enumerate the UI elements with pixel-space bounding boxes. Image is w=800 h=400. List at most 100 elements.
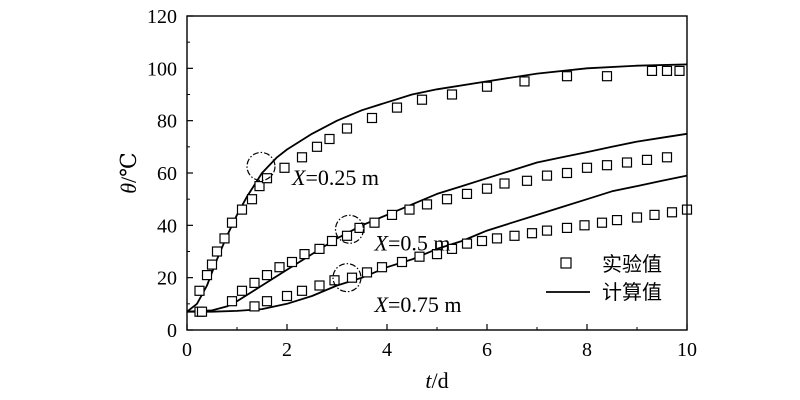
experimental-point-3 <box>461 238 473 249</box>
y-axis-var: θ <box>116 183 141 194</box>
experimental-point-3 <box>526 228 538 239</box>
experimental-point-2 <box>369 217 380 228</box>
experimental-point-2 <box>286 256 298 268</box>
calculated-line-2 <box>186 132 688 313</box>
annotation-value: =0.5 m <box>388 231 451 256</box>
y-tick-label: 20 <box>157 268 177 290</box>
experimental-point-3 <box>611 215 623 226</box>
experimental-point-3 <box>414 251 425 262</box>
experimental-point-2 <box>481 183 493 194</box>
annotation-label-2: X=0.5 m <box>374 231 451 256</box>
y-tick-label: 60 <box>157 163 177 185</box>
experimental-point-1 <box>646 65 658 77</box>
annotation-label-1: X=0.25 m <box>291 165 379 190</box>
experimental-point-1 <box>279 162 290 173</box>
legend-label-experimental: 实验值 <box>602 252 662 276</box>
experimental-point-1 <box>391 102 403 113</box>
experimental-point-2 <box>404 204 415 215</box>
experimental-point-3 <box>431 249 443 260</box>
experimental-point-3 <box>396 256 408 268</box>
experimental-point-2 <box>386 209 398 220</box>
experimental-point-3 <box>261 296 273 307</box>
experimental-point-1 <box>296 152 308 163</box>
experimental-point-2 <box>226 296 238 307</box>
experimental-point-1 <box>194 285 205 296</box>
experimental-point-2 <box>274 262 285 273</box>
experimental-point-1 <box>481 81 493 92</box>
y-tick-label: 80 <box>157 111 177 133</box>
calculated-line-3 <box>187 174 688 313</box>
experimental-point-1 <box>311 141 323 152</box>
experimental-point-1 <box>211 246 223 257</box>
experimental-point-1 <box>246 194 258 205</box>
annotation-label-3: X=0.75 m <box>374 292 462 317</box>
experimental-point-1 <box>519 76 530 87</box>
y-tick-label: 120 <box>147 6 177 28</box>
x-axis-var: t <box>425 368 432 393</box>
experimental-point-2 <box>421 199 433 210</box>
experimental-point-1 <box>201 270 213 281</box>
y-axis-title: θ/℃ <box>116 152 141 194</box>
experimental-point-3 <box>314 280 325 291</box>
experimental-point-2 <box>341 230 353 241</box>
experimental-point-3 <box>346 272 358 283</box>
experimental-point-2 <box>561 167 573 179</box>
experimental-point-1 <box>219 233 230 244</box>
experimental-point-3 <box>631 212 643 223</box>
x-tick-label: 8 <box>582 339 592 361</box>
experimental-point-2 <box>601 160 613 171</box>
annotation-value: =0.25 m <box>305 165 379 190</box>
experimental-point-3 <box>509 230 520 241</box>
experimental-point-2 <box>641 154 653 165</box>
experimental-point-3 <box>249 301 260 312</box>
experimental-point-3 <box>596 217 608 228</box>
experimental-point-3 <box>649 209 660 220</box>
experimental-point-3 <box>196 306 208 317</box>
experimental-point-3 <box>579 220 590 231</box>
y-tick-label: 0 <box>167 320 177 342</box>
x-tick-label: 6 <box>482 339 492 361</box>
experimental-point-2 <box>521 175 533 186</box>
experimental-point-2 <box>299 249 310 260</box>
experimental-point-1 <box>261 173 273 184</box>
experimental-point-1 <box>254 181 265 192</box>
x-tick-label: 4 <box>382 339 392 361</box>
experimental-point-1 <box>206 259 218 270</box>
experimental-point-3 <box>476 235 488 247</box>
y-tick-label: 40 <box>157 215 177 237</box>
experimental-point-3 <box>491 233 503 244</box>
experimental-point-1 <box>366 112 378 124</box>
x-tick-label: 2 <box>282 339 292 361</box>
experimental-point-1 <box>416 94 428 105</box>
annotation-circle-1 <box>246 151 276 182</box>
experimental-point-3 <box>361 267 373 278</box>
experimental-point-2 <box>236 285 248 296</box>
experimental-point-3 <box>541 225 553 236</box>
x-axis-unit: /d <box>432 368 449 393</box>
annotation-circle-3 <box>332 263 362 293</box>
annotation-circle-2 <box>334 214 365 244</box>
experimental-point-2 <box>314 243 325 254</box>
experimental-point-3 <box>376 262 388 273</box>
legend-square-icon <box>560 257 572 269</box>
experimental-point-2 <box>499 178 510 189</box>
experimental-point-3 <box>296 285 308 296</box>
experimental-point-3 <box>561 222 573 233</box>
experimental-point-1 <box>341 123 353 134</box>
experimental-point-1 <box>226 217 238 228</box>
experimental-point-2 <box>541 170 553 181</box>
experimental-point-1 <box>661 65 673 77</box>
annotation-var: X <box>374 292 390 317</box>
y-axis-unit: /℃ <box>116 152 141 183</box>
x-tick-label: 0 <box>182 339 192 361</box>
experimental-point-2 <box>461 188 473 199</box>
experimental-point-3 <box>281 290 293 302</box>
experimental-point-1 <box>446 89 458 100</box>
experimental-point-3 <box>446 243 458 254</box>
annotation-var: X <box>374 231 390 256</box>
plot-area: X=0.25 mX=0.5 mX=0.75 m <box>186 63 693 317</box>
experimental-point-2 <box>661 152 673 163</box>
